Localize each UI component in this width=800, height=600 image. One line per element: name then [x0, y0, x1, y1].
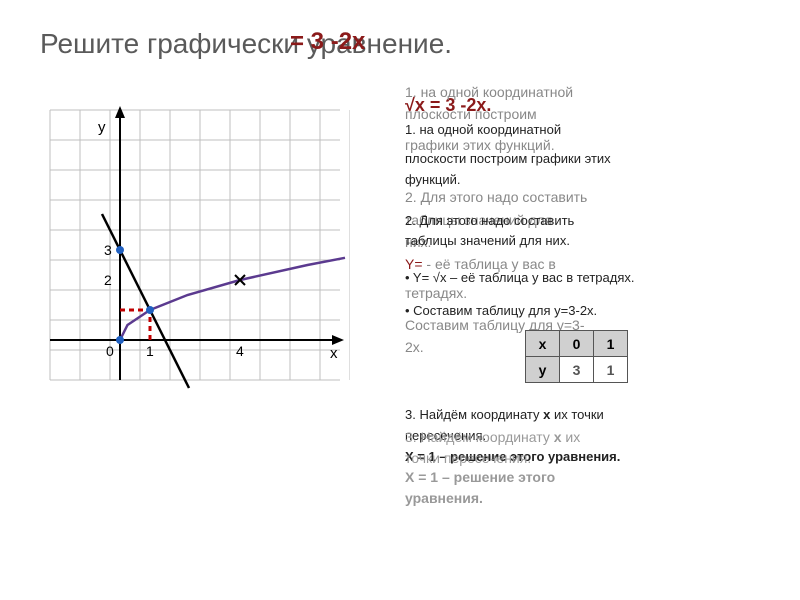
step-line: них. таблицы значений для них. — [405, 232, 775, 252]
table-cell: 1 — [594, 357, 628, 383]
svg-text:х: х — [330, 345, 338, 362]
coordinate-graph: у х 0 1 4 3 2 — [40, 100, 350, 390]
svg-text:4: 4 — [236, 343, 244, 359]
step-line: 2. Для этого надо составить — [405, 187, 775, 207]
table-cell: х — [526, 331, 560, 357]
table-cell: 1 — [594, 331, 628, 357]
step-line: таблицы значений для 2. Для этого надо с… — [405, 210, 775, 230]
step-line: плоскости построим графики этих — [405, 150, 775, 169]
solution-line: Х = 1 – решение этого уравнения. точки п… — [405, 446, 775, 467]
table-cell: 3 — [560, 357, 594, 383]
value-table: х 0 1 у 3 1 — [525, 330, 628, 383]
solution-line: Х = 1 – решение этого — [405, 467, 775, 488]
solution-line: уравнения. — [405, 488, 775, 509]
equation-overlay: = 3 -2x — [290, 28, 365, 56]
table-cell: 0 — [560, 331, 594, 357]
svg-text:у: у — [98, 119, 106, 136]
table-cell: у — [526, 357, 560, 383]
svg-text:1: 1 — [146, 343, 154, 359]
svg-text:3: 3 — [104, 242, 112, 258]
step-line: 1. на одной координатной — [405, 82, 775, 102]
svg-text:2: 2 — [104, 272, 112, 288]
page-title: Решите графически уравнение. — [40, 28, 452, 60]
solution-text: 3. Найдём координату х их точки пересече… — [405, 405, 775, 509]
steps-text: 1. на одной координатной плоскости постр… — [405, 82, 775, 359]
svg-text:0: 0 — [106, 343, 114, 359]
solution-line: пересечения. 3. Найдём координату х их — [405, 425, 775, 446]
solution-line: 3. Найдём координату х их точки — [405, 405, 775, 425]
